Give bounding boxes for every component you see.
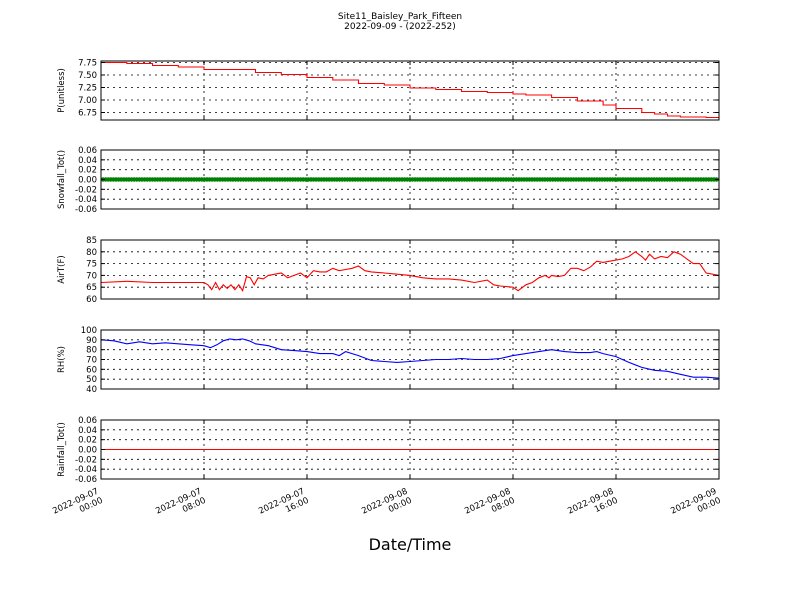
y-tick-label: 75 [86,260,97,270]
y-tick-label: 0.02 [78,166,97,176]
series-line [101,251,719,293]
y-tick-label: 0.06 [78,416,97,426]
chart-title: Site11_Baisley_Park_Fifteen [338,12,462,22]
axes-frame [100,329,720,390]
y-tick-label: 7.00 [78,96,97,106]
chart-subtitle: 2022-09-09 - (2022-252) [344,22,456,32]
series-0 [101,338,719,379]
y-tick-label: -0.02 [75,185,97,195]
y-tick-label: 7.50 [78,71,97,81]
y-tick-label: 70 [86,271,97,281]
y-tick-label: 6.75 [78,109,97,119]
x-tick-label: 2022-09-0700:00 [51,487,104,526]
y-tick-label: 40 [86,385,97,395]
y-tick-label: 80 [86,248,97,258]
x-tick-label: 2022-09-0816:00 [566,487,619,526]
x-axis-tick-labels: 2022-09-0700:00 2022-09-0708:00 2022-09-07… [51,487,722,526]
y-tick-label: 0.04 [78,426,97,436]
y-tick-label: 100 [81,326,97,336]
series-0 [101,61,719,119]
y-tick-label: -0.02 [75,455,97,465]
x-tick-label: 2022-09-0800:00 [360,487,413,526]
y-tick-label: 50 [86,375,97,385]
y-tick-label: 0.04 [78,156,97,166]
series-0 [101,177,719,182]
y-tick-label: 70 [86,356,97,366]
x-tick-label: 2022-09-0716:00 [257,487,310,526]
panel-4: 0.060.040.020.00-0.02-0.04-0.06 Rainfall_… [57,416,720,485]
x-tick-label: 2022-09-0900:00 [669,487,722,526]
y-axis-label: P(unitless) [57,68,67,113]
y-axis-label: RH(%) [57,346,67,373]
panels: 7.757.507.257.006.75P(unitless)0.060.040… [57,59,720,485]
y-tick-label: 60 [86,295,97,305]
panel-0: 7.75 7.50 7.25 7.00 6.75 P(unitless) [57,59,720,121]
y-axis-label: Snowfall_Tot() [57,150,67,209]
y-tick-label: 85 [86,236,97,246]
x-tick-label: 2022-09-0708:00 [154,487,207,526]
y-tick-label: 0.06 [78,146,97,156]
y-tick-label: 7.75 [78,59,97,69]
y-axis-label: Rainfall_Tot() [57,422,67,477]
y-tick-label: 60 [86,365,97,375]
series-line [101,338,719,379]
y-tick-label: 0.00 [78,446,97,456]
series-0 [101,251,719,293]
y-tick-label: -0.06 [75,205,97,215]
y-tick-label: 80 [86,346,97,356]
panel-1: 0.060.040.020.00-0.02-0.04-0.06 Snowfall_… [57,146,720,215]
y-tick-label: -0.06 [75,475,97,485]
y-tick-label: -0.04 [75,465,97,475]
y-tick-label: 7.25 [78,84,97,94]
y-axis-label: AirT(F) [57,255,67,283]
series-line [101,61,719,119]
y-tick-label: -0.04 [75,195,97,205]
y-tick-label: 65 [86,283,97,293]
y-tick-label: 0.00 [78,176,97,186]
x-tick-label: 2022-09-0808:00 [463,487,516,526]
axes-frame [100,60,720,121]
x-axis-label: Date/Time [369,535,452,554]
y-tick-label: 90 [86,336,97,346]
y-tick-label: 0.02 [78,436,97,446]
axes-frame [100,239,720,300]
